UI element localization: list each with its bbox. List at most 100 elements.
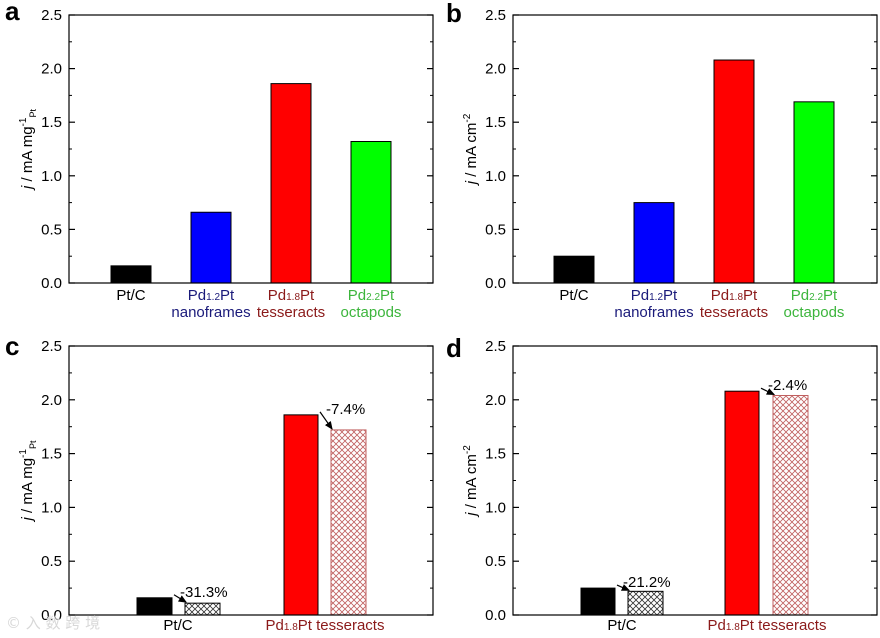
category-label-a-1-0: Pd1.2Pt	[188, 287, 235, 304]
category-label-b-2-1: tesseracts	[700, 304, 768, 321]
bar-b-0	[553, 255, 595, 284]
bar-d-0	[580, 587, 616, 616]
category-subscript: 2.2	[366, 292, 380, 303]
category-text: Pd	[266, 617, 284, 634]
category-subscript: 1.8	[284, 622, 298, 633]
plot-frame-c	[68, 345, 434, 616]
y-label-sup: -2	[462, 445, 473, 454]
y-label-sup: -1	[18, 449, 29, 458]
category-subscript: 1.8	[729, 292, 743, 303]
panel-letter-b: b	[446, 0, 462, 28]
y-tick-label-d-3: 1.5	[485, 446, 506, 463]
change-arrow-d-0	[616, 584, 631, 591]
bar-c-1	[184, 602, 221, 616]
y-label-sup: -1	[18, 117, 29, 126]
category-label-b-3-1: octapods	[784, 304, 845, 321]
bar-a-2	[270, 83, 312, 284]
category-label-d-0-0: Pt/C	[607, 617, 636, 634]
change-label-d-1: -2.4%	[768, 377, 807, 394]
y-label-sup: -2	[462, 113, 473, 122]
category-text: Pt tesseracts	[740, 617, 827, 634]
bar-d-1	[627, 590, 664, 616]
chart-panel-b: b0.00.51.01.52.02.5j / mA cm-2Pt/C Pd1.2P…	[446, 0, 878, 321]
y-tick-label-a-1: 0.5	[41, 221, 62, 238]
category-text: Pd	[268, 287, 286, 304]
change-arrow-c-1	[319, 411, 333, 430]
y-label-sub: Pt	[28, 440, 38, 449]
y-tick-label-a-5: 2.5	[41, 7, 62, 24]
y-tick-label-c-5: 2.5	[41, 338, 62, 355]
category-text: Pt	[380, 287, 395, 304]
y-tick-label-d-0: 0.0	[485, 607, 506, 624]
watermark: © 入 数 跨 境	[6, 614, 101, 632]
change-label-c-0: -31.3%	[180, 584, 228, 601]
category-subscript: 1.2	[206, 292, 220, 303]
category-label-a-2-0: Pd1.8Pt	[268, 287, 315, 304]
category-text: Pt tesseracts	[298, 617, 385, 634]
category-text: Pd	[188, 287, 206, 304]
y-tick-label-a-0: 0.0	[41, 275, 62, 292]
category-text: Pd	[348, 287, 366, 304]
panel-letter-d: d	[446, 333, 462, 363]
chart-panel-d: d 0.0 0.5 1.0 1.5 2.0 2.5 j / mA cm-2 Pt/C Pd1.8P…	[446, 333, 878, 634]
category-text: Pt	[743, 287, 758, 304]
category-label-a-0-0: Pt/C	[116, 287, 145, 304]
bar-b-1	[633, 202, 675, 284]
bar-c-2	[283, 414, 319, 616]
category-text: Pd	[708, 617, 726, 634]
bar-a-1	[190, 211, 232, 284]
y-tick-label-a-2: 1.0	[41, 168, 62, 185]
category-text: Pt	[220, 287, 235, 304]
category-label-b-2-0: Pd1.8Pt	[711, 287, 758, 304]
y-label-j: j	[19, 516, 36, 522]
category-label-c-0-0: Pt/C	[163, 617, 192, 634]
plot-frame-d	[512, 345, 878, 616]
y-label-j: j	[19, 185, 36, 191]
y-tick-label-c-2: 1.0	[41, 499, 62, 516]
y-tick-label-d-2: 1.0	[485, 499, 506, 516]
bar-b-2	[713, 59, 755, 284]
category-text: octapods	[784, 304, 845, 321]
y-axis-label-a: j / mA mg-1Pt	[18, 109, 38, 191]
y-tick-label-d-1: 0.5	[485, 553, 506, 570]
category-subscript: 1.8	[286, 292, 300, 303]
category-text: Pt	[663, 287, 678, 304]
y-label-units: / mA cm	[463, 123, 480, 181]
y-label-j: j	[463, 512, 480, 518]
y-tick-label-d-5: 2.5	[485, 338, 506, 355]
category-label-a-3-0: Pd2.2Pt	[348, 287, 395, 304]
category-text: nanoframes	[614, 304, 693, 321]
category-label-b-1-0: Pd1.2Pt	[631, 287, 678, 304]
bar-c-0	[136, 597, 173, 616]
panel-letter-a: a	[5, 0, 20, 26]
bar-a-0	[110, 265, 152, 284]
category-text: Pd	[791, 287, 809, 304]
category-subscript: 1.2	[649, 292, 663, 303]
category-subscript: 1.8	[726, 622, 740, 633]
y-label-units: / mA mg	[19, 126, 36, 185]
category-text: Pt/C	[116, 287, 145, 304]
category-text: nanoframes	[171, 304, 250, 321]
category-text: octapods	[341, 304, 402, 321]
y-axis-label-b: j / mA cm-2	[462, 113, 480, 186]
change-arrow-c-0	[173, 594, 188, 603]
category-text: Pt	[300, 287, 315, 304]
category-label-a-3-1: octapods	[341, 304, 402, 321]
bar-a-3	[350, 140, 392, 284]
category-text: tesseracts	[700, 304, 768, 321]
y-label-units: / mA cm	[463, 454, 480, 512]
category-label-b-1-1: nanoframes	[614, 304, 693, 321]
y-tick-label-a-4: 2.0	[41, 61, 62, 78]
y-axis-label-c: j / mA mg-1Pt	[18, 440, 38, 522]
category-text: Pt/C	[559, 287, 588, 304]
y-tick-label-b-2: 1.0	[485, 168, 506, 185]
y-tick-label-b-0: 0.0	[485, 275, 506, 292]
y-label-units: / mA mg	[19, 458, 36, 517]
category-text: Pt	[823, 287, 838, 304]
bar-d-3	[772, 394, 809, 616]
y-tick-label-c-0: 0.0	[41, 607, 62, 624]
y-tick-label-b-3: 1.5	[485, 114, 506, 131]
y-tick-label-b-1: 0.5	[485, 221, 506, 238]
